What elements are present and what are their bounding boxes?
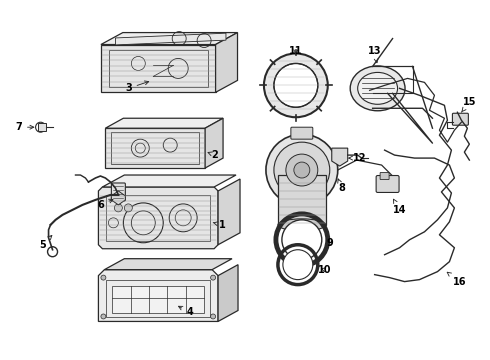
Ellipse shape [358, 72, 397, 104]
Text: 3: 3 [125, 81, 148, 93]
FancyBboxPatch shape [291, 127, 313, 139]
Polygon shape [105, 118, 223, 128]
Circle shape [114, 204, 122, 212]
Text: 11: 11 [289, 45, 303, 55]
Polygon shape [278, 175, 326, 225]
Text: 4: 4 [178, 306, 194, 318]
Polygon shape [101, 45, 216, 92]
Circle shape [283, 250, 313, 280]
Polygon shape [332, 148, 348, 166]
Circle shape [274, 63, 318, 107]
Polygon shape [101, 32, 238, 45]
Circle shape [124, 204, 132, 212]
FancyBboxPatch shape [380, 172, 389, 180]
FancyBboxPatch shape [376, 176, 399, 193]
Polygon shape [104, 259, 232, 270]
Text: 9: 9 [326, 238, 333, 248]
Polygon shape [105, 128, 205, 168]
Polygon shape [112, 285, 204, 314]
Circle shape [286, 154, 318, 186]
Polygon shape [218, 179, 240, 245]
Text: 1: 1 [213, 220, 225, 230]
Circle shape [211, 314, 216, 319]
Text: 6: 6 [97, 199, 113, 210]
Text: 8: 8 [338, 179, 345, 193]
Text: 16: 16 [447, 272, 466, 287]
Polygon shape [218, 265, 238, 321]
Circle shape [294, 162, 310, 178]
FancyBboxPatch shape [38, 123, 46, 131]
Ellipse shape [278, 219, 326, 231]
Ellipse shape [350, 66, 405, 111]
Text: 2: 2 [208, 150, 219, 160]
Text: 15: 15 [462, 97, 476, 112]
Text: 10: 10 [318, 265, 332, 275]
Text: 13: 13 [368, 45, 381, 63]
Text: 7: 7 [15, 122, 34, 132]
Text: 12: 12 [349, 153, 367, 163]
Circle shape [211, 275, 216, 280]
Polygon shape [98, 187, 218, 249]
Polygon shape [116, 33, 226, 45]
Text: 14: 14 [393, 199, 406, 215]
Circle shape [101, 314, 106, 319]
FancyBboxPatch shape [111, 183, 125, 201]
FancyBboxPatch shape [452, 113, 468, 125]
Circle shape [274, 142, 330, 198]
Polygon shape [98, 270, 218, 321]
Polygon shape [111, 191, 125, 205]
Text: 5: 5 [39, 235, 52, 250]
Circle shape [266, 134, 338, 206]
Circle shape [101, 275, 106, 280]
Polygon shape [205, 118, 223, 168]
Polygon shape [216, 32, 238, 92]
Circle shape [282, 220, 322, 260]
Polygon shape [102, 175, 236, 187]
Circle shape [264, 54, 328, 117]
